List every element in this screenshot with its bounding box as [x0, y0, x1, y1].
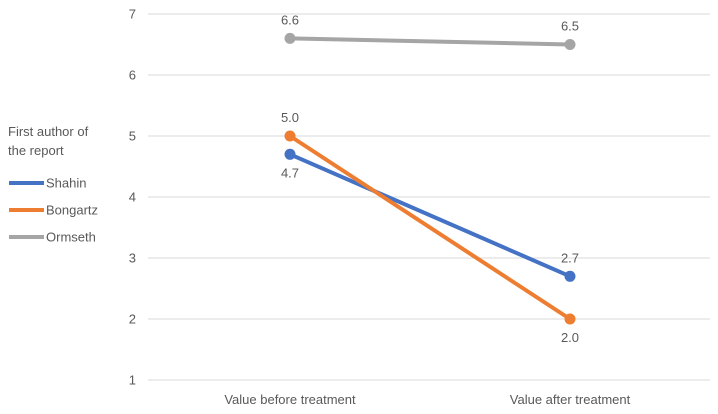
x-tick-label-2: Value after treatment	[510, 392, 631, 407]
data-label-bongartz-2: 2.0	[561, 330, 579, 345]
marker-ormseth-1	[284, 32, 296, 44]
marker-bongartz-1	[284, 130, 296, 142]
y-tick-label-2: 2	[129, 312, 136, 327]
y-tick-label-5: 5	[129, 129, 136, 144]
series-line-shahin	[288, 152, 572, 279]
marker-shahin-2	[564, 270, 576, 282]
y-tick-label-3: 3	[129, 251, 136, 266]
series-line-bongartz	[288, 134, 572, 321]
marker-shahin-1	[284, 148, 296, 160]
marker-bongartz-2	[564, 313, 576, 325]
data-label-shahin-1: 4.7	[281, 165, 299, 180]
legend-title-line-2: the report	[8, 143, 64, 158]
legend: First author of the report Shahin Bongartz O…	[8, 124, 98, 245]
y-tick-label-1: 1	[129, 373, 136, 388]
legend-title-line-1: First author of	[8, 124, 89, 139]
legend-label-ormseth: Ormseth	[46, 230, 96, 245]
y-tick-label-6: 6	[129, 68, 136, 83]
series-line-ormseth	[288, 36, 572, 47]
legend-label-bongartz: Bongartz	[46, 203, 98, 218]
y-tick-label-4: 4	[129, 190, 136, 205]
legend-label-shahin: Shahin	[46, 176, 86, 191]
data-label-ormseth-2: 6.5	[561, 19, 579, 34]
marker-ormseth-2	[564, 39, 576, 50]
data-label-shahin-2: 2.7	[561, 250, 579, 265]
data-label-ormseth-1: 6.6	[281, 12, 299, 27]
x-tick-label-1: Value before treatment	[224, 392, 356, 407]
y-tick-label-7: 7	[129, 7, 136, 22]
data-label-bongartz-1: 5.0	[281, 110, 299, 125]
